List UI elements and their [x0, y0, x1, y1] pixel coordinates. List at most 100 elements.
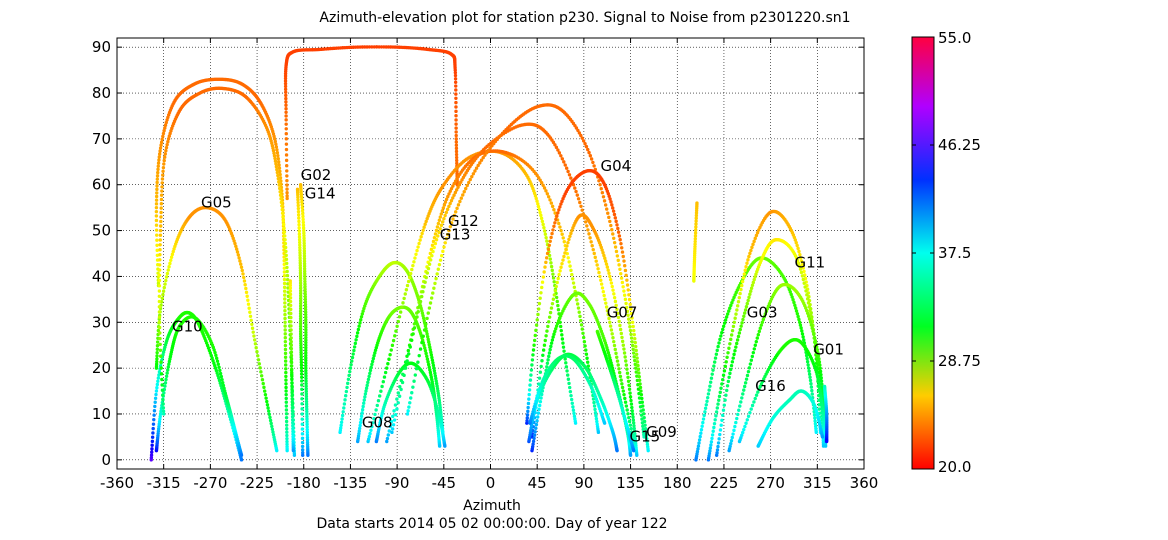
- data-point: [435, 272, 439, 276]
- data-point: [798, 267, 803, 271]
- data-point: [800, 332, 805, 336]
- data-point: [549, 344, 553, 349]
- data-point: [259, 374, 264, 378]
- data-point: [160, 181, 164, 185]
- data-point: [425, 216, 429, 221]
- data-point: [547, 243, 552, 247]
- data-point: [625, 367, 629, 371]
- data-point: [754, 393, 759, 397]
- data-point: [159, 366, 163, 370]
- y-tick-label: 80: [92, 84, 111, 102]
- data-point: [417, 304, 422, 309]
- data-point: [300, 402, 304, 406]
- data-point: [557, 272, 561, 277]
- data-point: [733, 424, 737, 429]
- data-point: [263, 389, 267, 393]
- data-point: [754, 339, 758, 344]
- data-point: [746, 369, 751, 374]
- data-point: [161, 398, 165, 402]
- data-point: [157, 373, 161, 377]
- data-point: [261, 381, 265, 386]
- data-point: [285, 448, 289, 453]
- data-point: [593, 407, 597, 412]
- data-point: [285, 430, 289, 434]
- data-point: [304, 363, 308, 368]
- data-point: [300, 208, 305, 213]
- data-point: [284, 370, 288, 375]
- data-point: [570, 401, 574, 405]
- data-point: [290, 412, 295, 416]
- data-point: [749, 248, 753, 253]
- data-point: [530, 363, 534, 367]
- data-point: [350, 359, 354, 363]
- data-point: [298, 268, 303, 273]
- data-point: [444, 236, 449, 241]
- satellite-labels: G02G14G05G10G12G13G08G04G07G15G09G11G03G…: [172, 157, 844, 446]
- data-point: [533, 430, 537, 434]
- data-point: [408, 401, 412, 405]
- data-point: [405, 412, 410, 416]
- data-point: [626, 412, 630, 416]
- data-point: [553, 221, 557, 225]
- data-point: [438, 258, 443, 262]
- data-point: [433, 374, 438, 378]
- x-tick-label: 90: [574, 474, 593, 492]
- data-point: [579, 204, 583, 208]
- data-point: [793, 238, 797, 242]
- data-point: [443, 200, 448, 204]
- data-point: [298, 248, 302, 252]
- data-point: [595, 263, 599, 267]
- data-point: [163, 123, 168, 127]
- data-point: [339, 420, 344, 424]
- data-point: [284, 122, 288, 126]
- data-point: [630, 316, 634, 320]
- data-point: [454, 118, 458, 122]
- data-point: [412, 260, 416, 264]
- data-point: [158, 253, 162, 257]
- data-point: [618, 374, 623, 379]
- data-point: [389, 348, 393, 352]
- x-tick-label: 270: [756, 474, 785, 492]
- data-point: [556, 276, 560, 281]
- data-point: [276, 157, 280, 161]
- data-point: [758, 384, 762, 389]
- data-point: [362, 398, 366, 402]
- data-point: [601, 251, 605, 255]
- data-point: [633, 336, 637, 341]
- data-point: [455, 158, 459, 163]
- data-point: [606, 312, 610, 317]
- data-point: [456, 203, 461, 207]
- data-point: [641, 430, 646, 434]
- data-point: [302, 236, 306, 240]
- data-point: [284, 396, 288, 401]
- data-point: [161, 409, 166, 413]
- data-point: [284, 110, 288, 115]
- data-point: [302, 269, 307, 274]
- data-point: [719, 334, 723, 338]
- data-point: [753, 275, 757, 279]
- data-point: [796, 261, 801, 265]
- data-point: [155, 253, 160, 257]
- data-point: [156, 170, 160, 175]
- data-point: [594, 259, 598, 263]
- data-point: [704, 403, 708, 407]
- data-point: [620, 385, 625, 390]
- data-point: [707, 451, 712, 456]
- satellite-label: G05: [201, 194, 232, 212]
- data-point: [411, 385, 415, 389]
- data-point: [302, 256, 307, 261]
- data-point: [300, 392, 304, 396]
- data-point: [214, 353, 218, 358]
- data-point: [602, 421, 607, 425]
- data-point: [533, 194, 538, 198]
- data-point: [559, 328, 563, 333]
- data-point: [533, 402, 537, 406]
- satellite-track: [530, 213, 639, 457]
- data-point: [713, 418, 717, 422]
- data-point: [290, 415, 295, 419]
- data-point: [235, 250, 240, 254]
- data-point: [702, 413, 706, 418]
- data-point: [554, 295, 559, 300]
- data-point: [557, 208, 561, 212]
- data-point: [749, 286, 754, 290]
